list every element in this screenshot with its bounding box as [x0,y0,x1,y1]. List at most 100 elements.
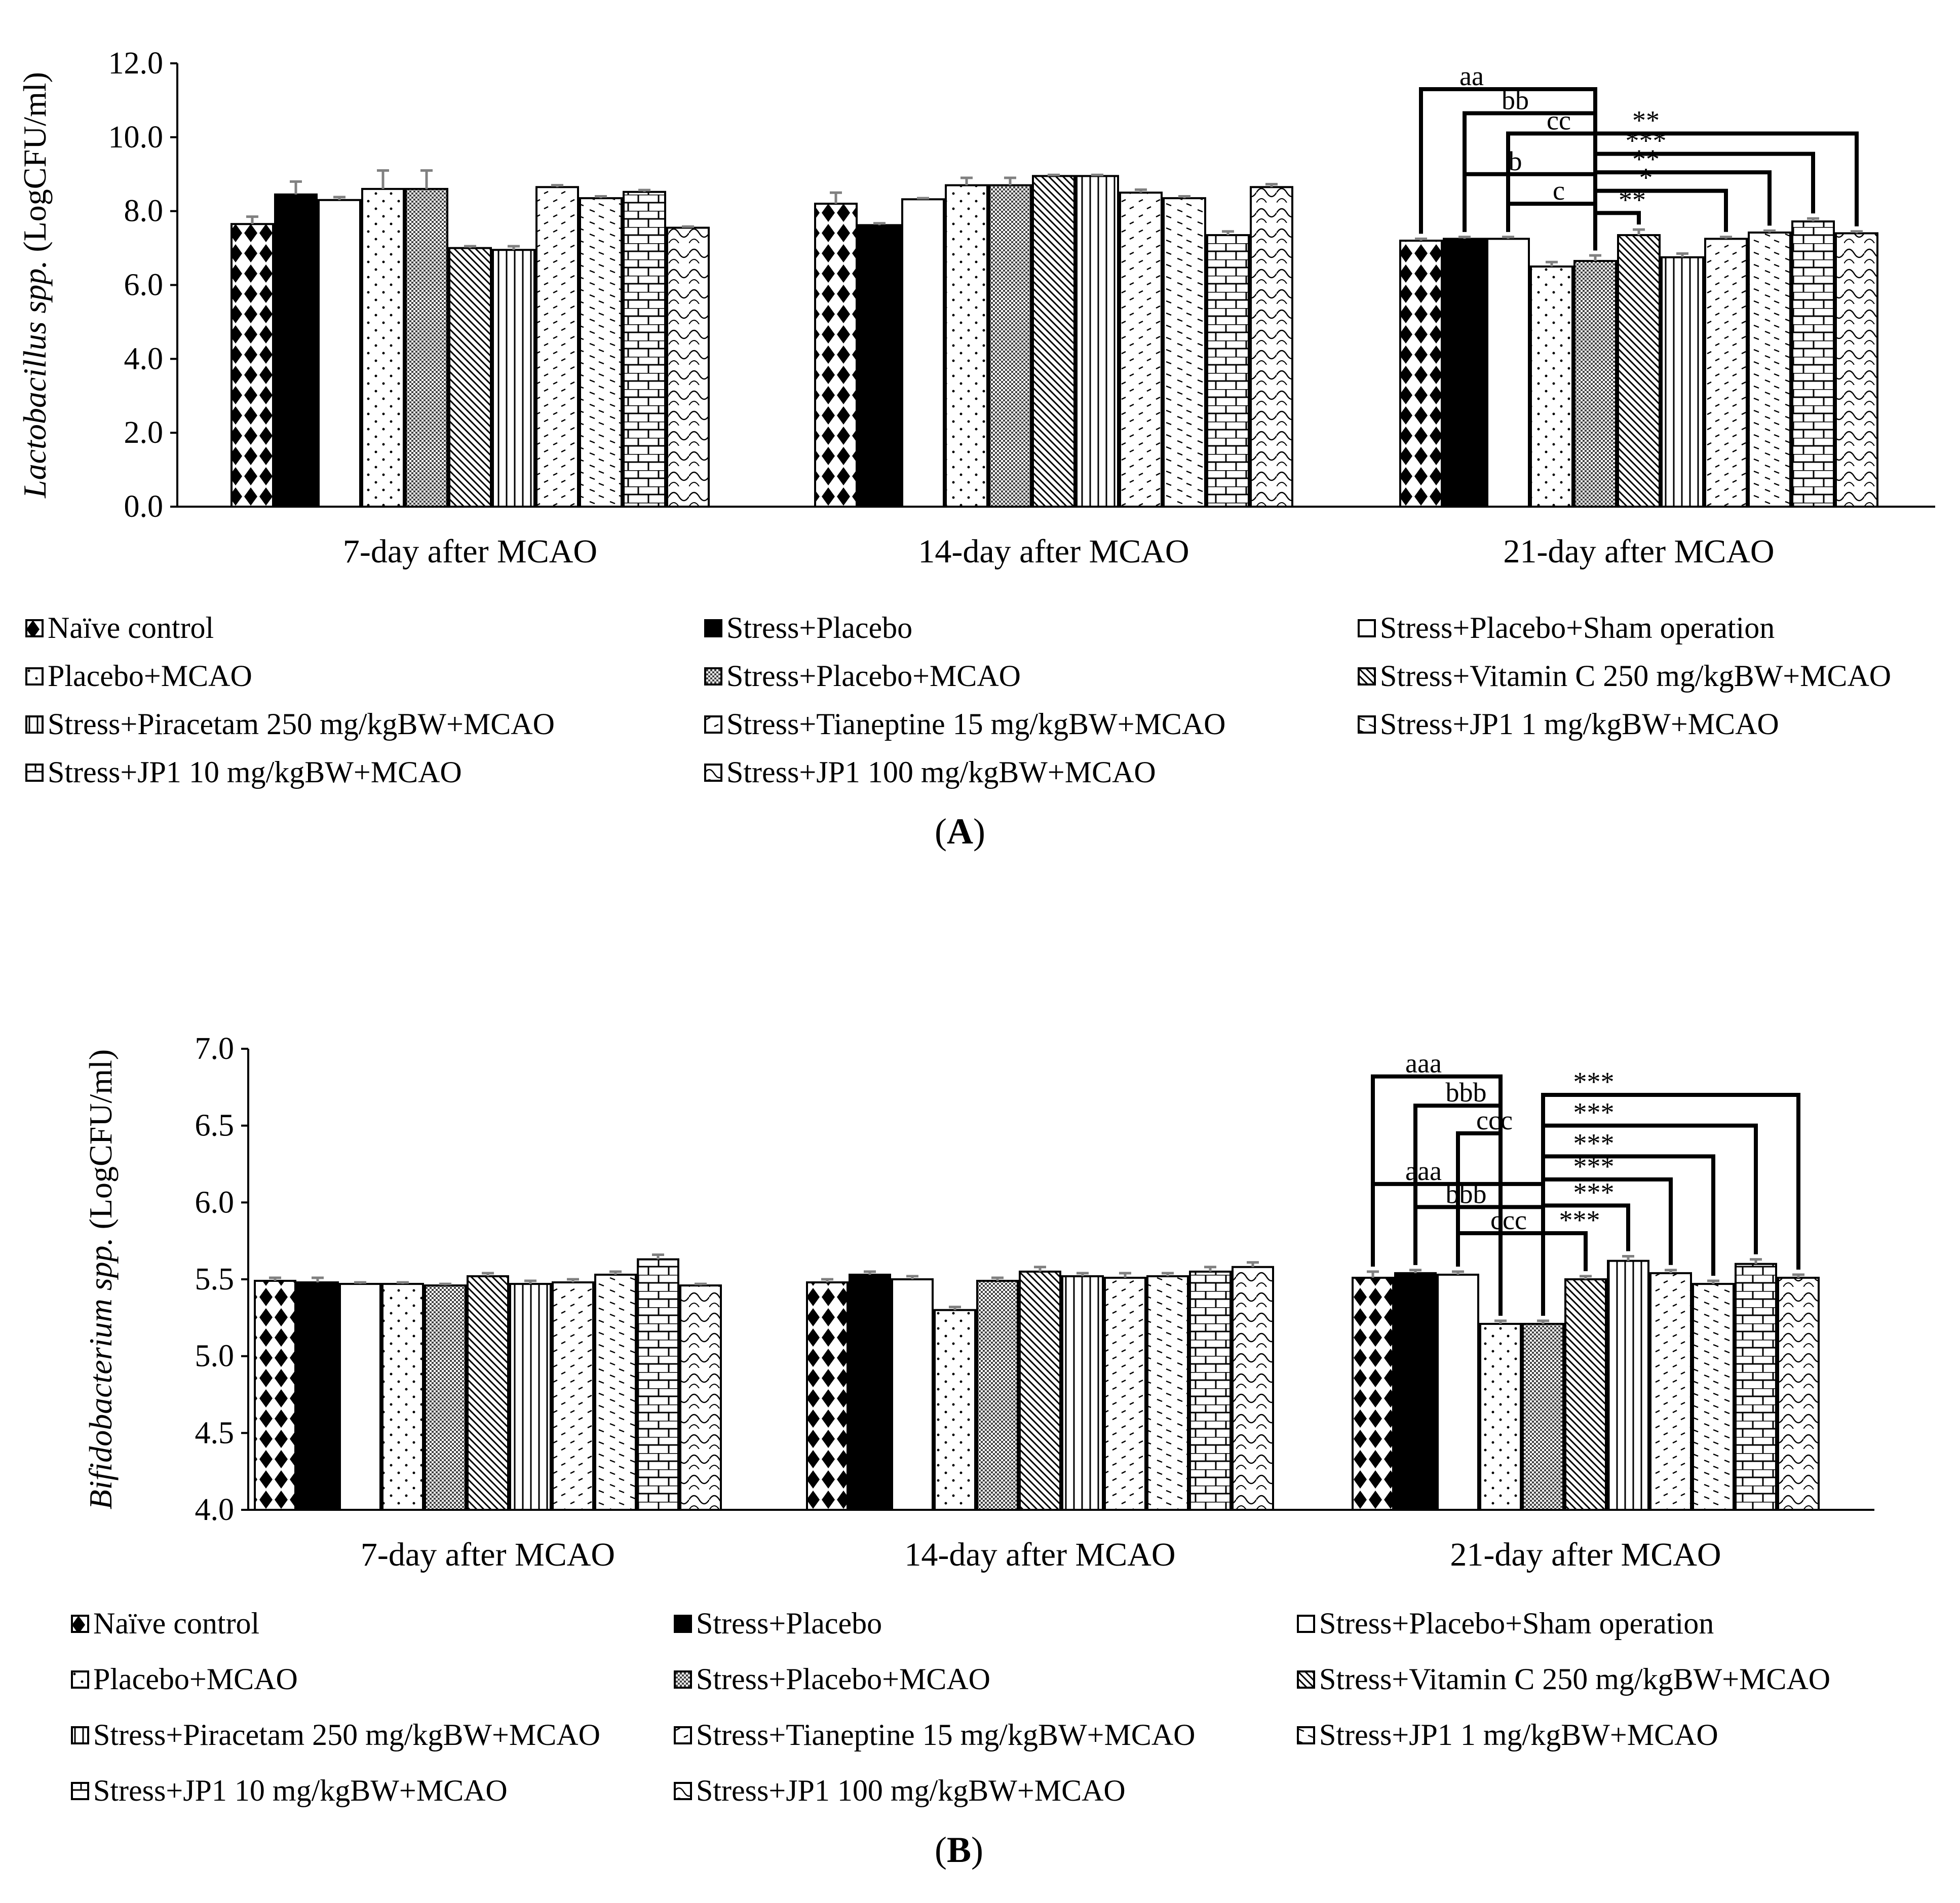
legend-swatch [704,619,722,637]
bar [361,187,405,508]
bar [509,1283,552,1511]
significance-label: *** [1559,1205,1600,1235]
legend-swatch [674,1670,692,1689]
y-tick-label: 4.0 [124,341,164,376]
panel-a: 0.0 2.0 4.0 6.0 8.0 10.0 12.0 Lactobacillus spp… [0,0,1960,907]
legend-item: Stress+Piracetam 250 mg/kgBW+MCAO [71,1718,600,1753]
bar [1479,1322,1522,1511]
bar [1352,1276,1394,1511]
bar [1232,1266,1274,1511]
bar [1486,238,1530,508]
x-category-label: 14-day after MCAO [918,533,1189,570]
legend-label: Stress+Tianeptine 15 mg/kgBW+MCAO [696,1718,1196,1752]
legend-item: Stress+Placebo+MCAO [704,659,1021,694]
legend-label: Stress+JP1 1 mg/kgBW+MCAO [1380,707,1779,741]
y-tick-label: 10.0 [108,120,164,155]
legend-item: Stress+Piracetam 250 mg/kgBW+MCAO [25,707,555,742]
significance-label: aa [1459,61,1484,91]
legend-swatch [71,1781,89,1800]
bar [1250,186,1293,508]
legend-item: Stress+JP1 10 mg/kgBW+MCAO [25,755,462,790]
bar [1189,1270,1232,1511]
y-tick-label: 5.0 [195,1339,235,1374]
legend-swatch [1358,619,1376,637]
bar [1443,238,1486,508]
significance-label: *** [1573,1097,1615,1128]
legend-swatch [1358,667,1376,686]
bar [1735,1263,1777,1511]
significance-bracket: ** [1593,184,1646,251]
legend-swatch [25,619,44,637]
bar [806,1281,849,1511]
y-tick-label: 4.5 [195,1416,235,1450]
bar [448,247,492,508]
bar [552,1281,594,1511]
significance-bracket: cc [1506,105,1597,251]
legend-label: Stress+JP1 10 mg/kgBW+MCAO [93,1774,508,1807]
significance-label: ** [1632,144,1660,174]
significance-bracket: *** [1541,1205,1600,1316]
significance-label: * [1639,163,1653,193]
y-tick-label: 0.0 [124,489,164,524]
bar [579,197,623,508]
legend-swatch [1297,1726,1315,1744]
y-tick-label: 6.0 [124,268,164,302]
y-axis-label: Bifidobacterium spp. (LogCFU/ml) [83,1049,119,1509]
legend-label: Stress+Placebo+MCAO [696,1662,990,1696]
panel-label-a: (A) [935,811,985,852]
bifidobacterium-chart: 4.0 4.5 5.0 5.5 6.0 6.5 7.0 Bifidobacterium spp… [83,1032,1874,1573]
y-tick-label: 8.0 [124,194,164,229]
legend-item: Naïve control [71,1606,259,1641]
significance-label: *** [1573,1067,1615,1097]
legend-swatch [1358,715,1376,734]
panel-label-b: (B) [935,1830,983,1870]
y-tick-label: 7.0 [195,1032,235,1066]
x-category-label: 21-day after MCAO [1450,1536,1721,1573]
legend-item: Placebo+MCAO [25,659,252,694]
legend-label: Stress+Placebo+MCAO [726,659,1021,693]
x-category-label: 7-day after MCAO [343,533,597,570]
legend-item: Stress+Tianeptine 15 mg/kgBW+MCAO [674,1718,1196,1753]
bar [988,184,1032,508]
legend-swatch [25,667,44,686]
bar [1617,234,1661,508]
significance-label: ccc [1476,1105,1513,1135]
lactobacillus-chart: 0.0 2.0 4.0 6.0 8.0 10.0 12.0 Lactobacillus spp… [17,46,1935,570]
y-tick-label: 2.0 [124,415,164,450]
bar [492,249,535,508]
significance-label: *** [1626,126,1667,156]
legend-swatch [25,763,44,782]
bar [814,203,858,508]
legend-item: Placebo+MCAO [71,1662,298,1697]
legend-item: Stress+JP1 1 mg/kgBW+MCAO [1297,1718,1718,1753]
bar [666,226,710,508]
legend-swatch [674,1614,692,1633]
bar [976,1280,1019,1511]
legend-swatch [1297,1614,1315,1633]
significance-bracket: b [1463,146,1597,251]
bar [274,193,318,508]
legend-swatch [71,1670,89,1689]
significance-bracket: bb [1463,85,1597,251]
bar [945,184,988,508]
legend-label: Stress+Placebo [726,611,913,644]
bar [637,1258,679,1511]
legend-swatch [674,1781,692,1800]
legend-label: Stress+Tianeptine 15 mg/kgBW+MCAO [726,707,1226,741]
legend-swatch [704,763,722,782]
legend-label: Placebo+MCAO [93,1662,298,1696]
legend-item: Stress+Placebo [674,1606,882,1641]
legend-swatch [71,1726,89,1744]
legend-item: Stress+Vitamin C 250 mg/kgBW+MCAO [1358,659,1891,694]
bar [1692,1283,1735,1511]
bar [1394,1272,1437,1511]
legend-swatch [704,715,722,734]
y-tick-label: 5.5 [195,1262,235,1297]
bar [849,1273,891,1511]
legend-label: Stress+Placebo [696,1607,882,1640]
x-category-label: 21-day after MCAO [1503,533,1774,570]
bar [934,1309,976,1511]
bar [1777,1276,1820,1511]
significance-label: bbb [1446,1178,1487,1209]
significance-label: ** [1632,105,1660,136]
